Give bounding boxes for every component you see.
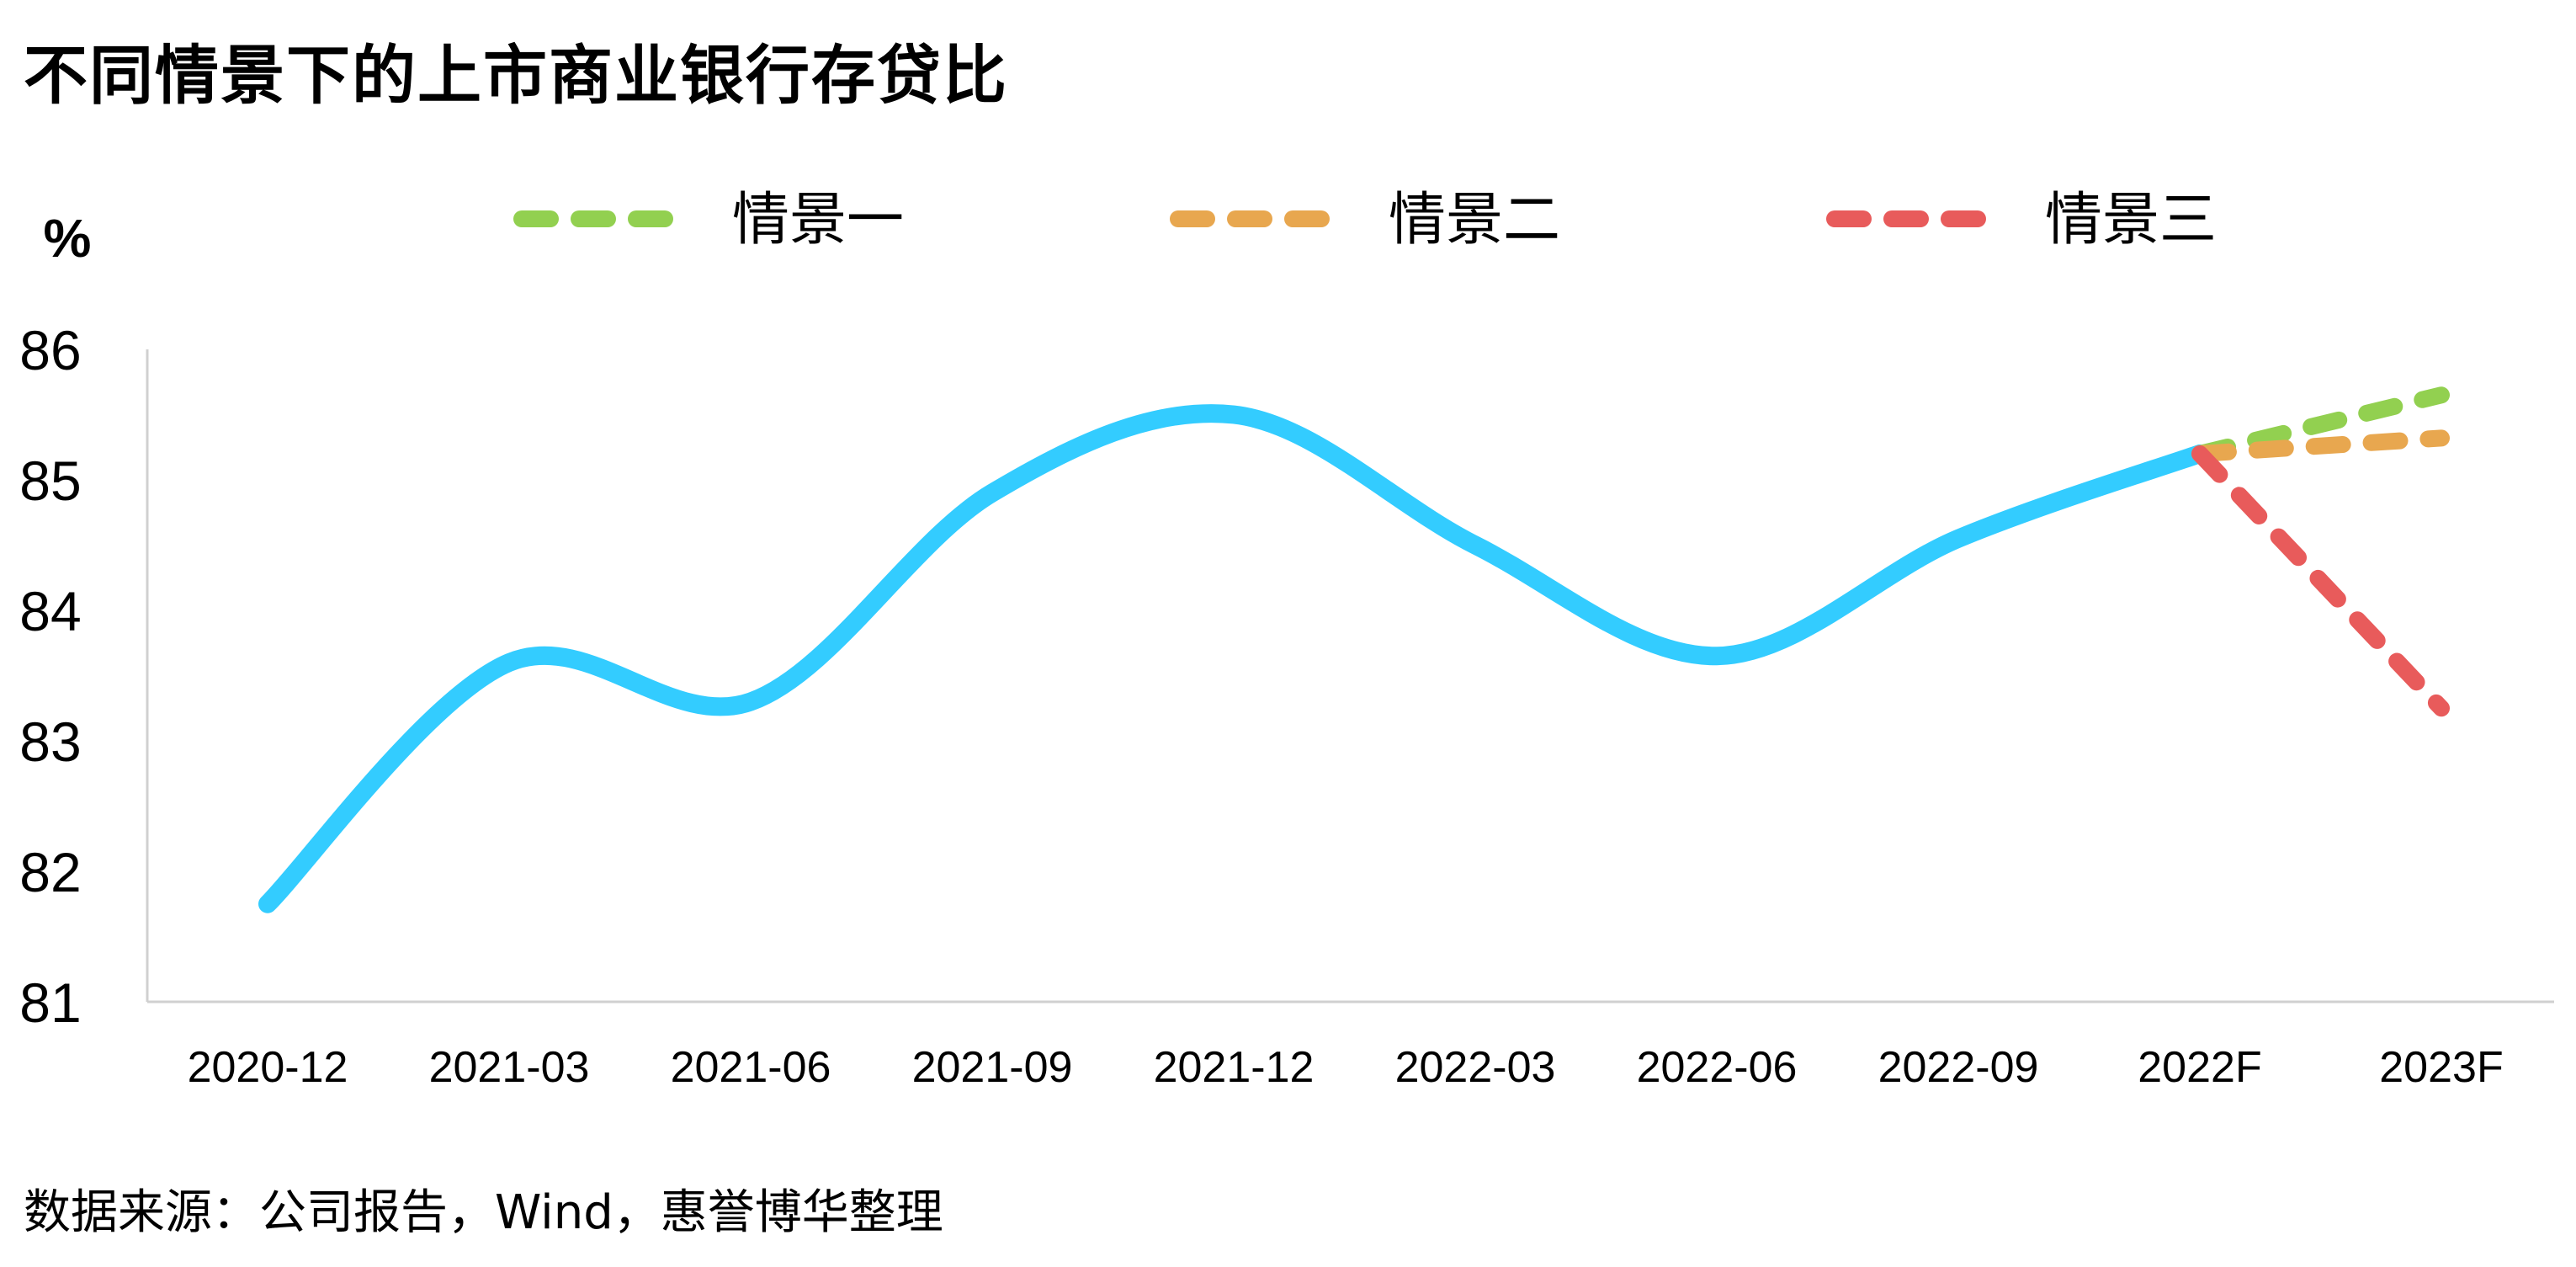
series-line-actual: [258, 404, 2209, 913]
x-axis-ticks: 2020-12 2021-03 2021-06 2021-09 2021-12 2022-…: [188, 1043, 2504, 1092]
x-tick-label: 2021-03: [429, 1043, 590, 1092]
series-line-情景一: [2191, 386, 2450, 462]
y-axis-ticks: 81 82 83 84 85 86: [19, 319, 81, 1034]
x-tick-label: 2022F: [2138, 1043, 2261, 1092]
x-tick-label: 2022-03: [1395, 1043, 1556, 1092]
x-tick-label: 2023F: [2379, 1043, 2503, 1092]
y-tick-label: 84: [19, 580, 81, 642]
source-note: 数据来源：公司报告，Wind，惠誉博华整理: [24, 1185, 943, 1240]
series-group: [258, 386, 2450, 913]
y-tick-label: 82: [19, 841, 81, 903]
x-tick-label: 2022-06: [1637, 1043, 1798, 1092]
y-tick-label: 85: [19, 450, 81, 512]
x-tick-label: 2021-09: [912, 1043, 1073, 1092]
legend-label: 情景三: [2045, 187, 2217, 253]
chart-title: 不同情景下的上市商业银行存贷比: [24, 38, 1008, 113]
y-tick-label: 81: [19, 972, 81, 1034]
legend: 情景一 情景二 情景三: [513, 187, 2217, 253]
x-tick-label: 2022-09: [1878, 1043, 2039, 1092]
legend-label: 情景二: [1389, 187, 1560, 253]
y-axis-unit: %: [44, 208, 92, 269]
y-tick-label: 86: [19, 319, 81, 381]
series-line-情景三: [2191, 445, 2450, 717]
y-tick-label: 83: [19, 711, 81, 773]
legend-label: 情景一: [732, 187, 904, 253]
x-tick-label: 2021-12: [1154, 1043, 1315, 1092]
series-line-情景二: [2191, 429, 2450, 462]
axes: [146, 349, 2554, 1003]
x-tick-label: 2021-06: [671, 1043, 831, 1092]
x-tick-label: 2020-12: [188, 1043, 348, 1092]
